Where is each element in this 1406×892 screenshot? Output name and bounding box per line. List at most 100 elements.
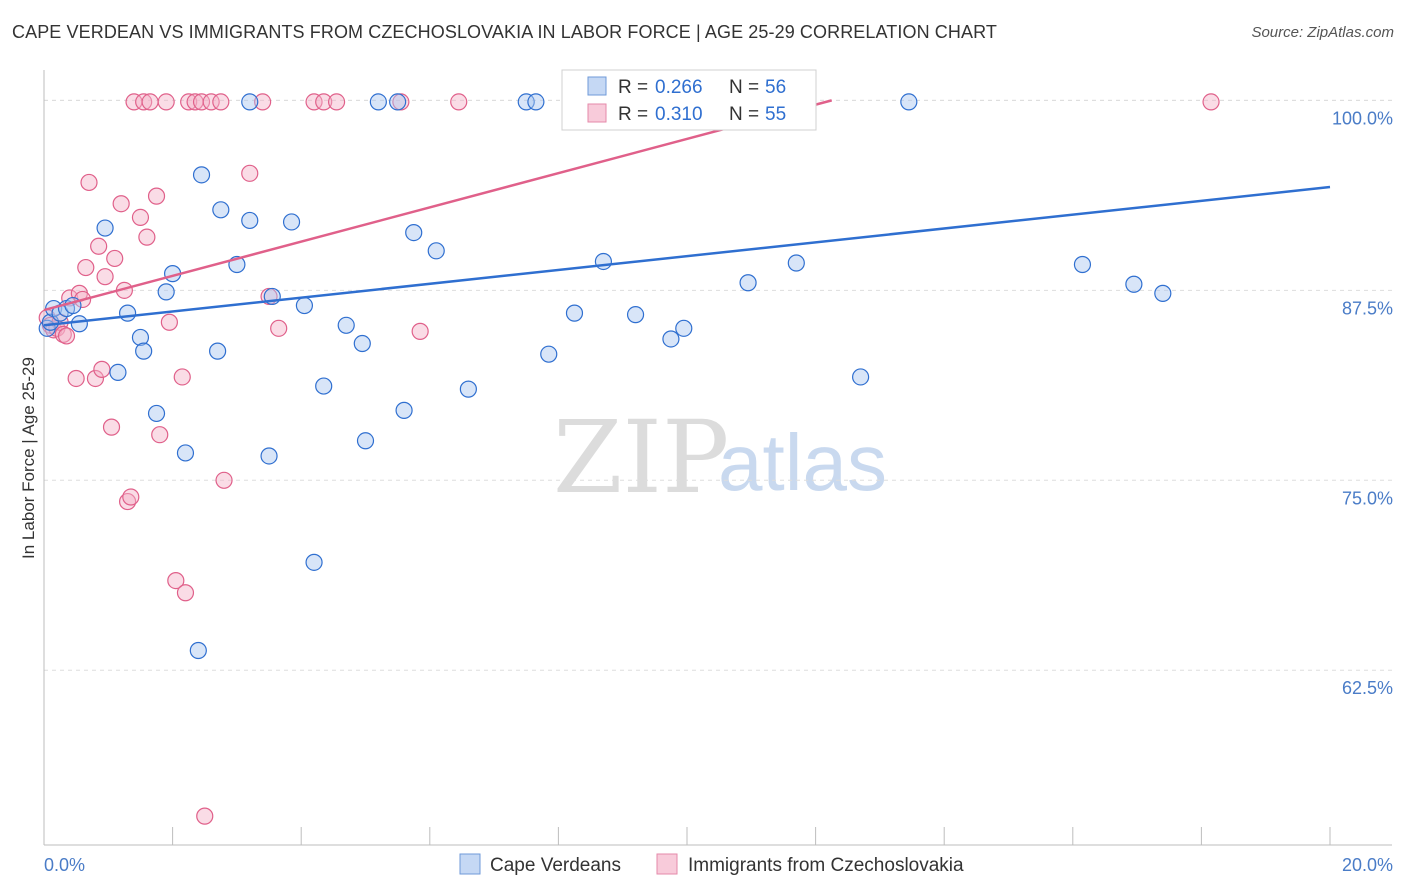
x-tick-label-max: 20.0%	[1342, 855, 1393, 875]
data-point	[109, 363, 127, 382]
gridlines	[44, 99, 1392, 671]
data-point	[90, 237, 108, 255]
data-point	[96, 219, 114, 237]
data-point	[141, 93, 159, 111]
data-point	[1154, 284, 1172, 302]
bottom-legend-label-blue: Cape Verdeans	[490, 855, 621, 876]
data-point	[212, 201, 230, 219]
data-point	[93, 360, 111, 378]
data-point	[739, 274, 757, 292]
data-point	[102, 418, 121, 436]
watermark-atlas: atlas	[718, 418, 887, 507]
data-point	[135, 93, 153, 111]
data-point	[427, 242, 445, 260]
data-point	[662, 330, 680, 348]
legend-r-label-pink: R =	[618, 104, 648, 125]
legend-n-value-pink: 55	[765, 104, 786, 125]
data-point	[135, 342, 153, 360]
data-point	[626, 306, 645, 324]
data-point	[389, 93, 407, 111]
legend-n-label-pink: N =	[729, 104, 759, 125]
data-point	[80, 173, 98, 192]
data-point	[270, 319, 288, 337]
data-point	[160, 313, 178, 331]
data-point	[241, 93, 259, 111]
series-cape-verdeans	[38, 93, 1172, 660]
data-point	[540, 345, 558, 363]
source-credit: Source: ZipAtlas.com	[1251, 24, 1394, 41]
bottom-legend-swatch-pink	[656, 853, 678, 875]
data-point	[176, 444, 195, 462]
y-tick-label: 75.0%	[1342, 488, 1393, 508]
data-point	[527, 93, 545, 111]
data-point	[260, 447, 278, 465]
data-point	[852, 368, 870, 386]
data-point	[57, 327, 76, 345]
series-immigrants-czechoslovakia	[38, 93, 1220, 825]
watermark-zip: ZIP	[553, 399, 729, 516]
chart-title: CAPE VERDEAN VS IMMIGRANTS FROM CZECHOSL…	[12, 22, 997, 42]
data-point	[157, 283, 175, 301]
data-point	[196, 807, 214, 825]
data-point	[176, 584, 195, 602]
data-point	[405, 223, 423, 242]
data-point	[900, 93, 918, 111]
data-point	[122, 488, 140, 506]
data-point	[209, 342, 227, 360]
data-point	[282, 213, 301, 231]
trend-line-czechoslovakia	[43, 99, 832, 312]
data-point	[675, 319, 693, 337]
data-point	[173, 368, 191, 386]
y-tick-label: 87.5%	[1342, 298, 1393, 318]
data-point	[106, 249, 124, 268]
axes	[43, 70, 1392, 846]
data-point	[315, 377, 333, 395]
data-point	[147, 187, 166, 205]
data-point	[157, 93, 175, 111]
data-point	[192, 93, 211, 111]
data-point	[353, 334, 371, 353]
data-point	[305, 93, 323, 111]
data-point	[77, 258, 95, 277]
data-point	[215, 471, 233, 489]
legend-swatch-blue	[587, 76, 607, 96]
x-tick-label-min: 0.0%	[44, 855, 85, 875]
data-point	[305, 553, 323, 571]
x-tick-labels: 0.0% 20.0%	[44, 855, 1393, 875]
data-point	[189, 641, 207, 660]
data-point	[450, 93, 468, 111]
data-point	[131, 328, 150, 347]
y-tick-labels: 100.0% 87.5% 75.0% 62.5%	[1332, 108, 1393, 698]
legend-r-label-blue: R =	[618, 77, 648, 98]
data-point	[369, 93, 387, 111]
data-point	[565, 304, 584, 322]
data-point	[241, 164, 259, 182]
stats-legend: R = 0.266 N = 56 R = 0.310 N = 55	[561, 69, 817, 131]
data-point	[337, 316, 355, 334]
data-point	[594, 252, 613, 271]
legend-r-value-pink: 0.310	[655, 104, 703, 125]
data-point	[395, 401, 413, 419]
data-point	[202, 93, 220, 111]
legend-n-value-blue: 56	[765, 77, 786, 98]
data-point	[131, 208, 150, 227]
data-point	[411, 322, 429, 340]
data-point	[167, 571, 185, 590]
data-point	[1073, 255, 1092, 274]
data-point	[96, 268, 114, 286]
legend-r-value-blue: 0.266	[655, 77, 703, 98]
trend-lines	[43, 99, 1331, 327]
data-point	[517, 93, 535, 111]
legend-swatch-pink	[587, 103, 607, 123]
data-point	[254, 93, 272, 111]
data-point	[459, 380, 477, 398]
data-point	[138, 228, 156, 246]
data-point	[1125, 275, 1143, 293]
legend-n-label-blue: N =	[729, 77, 759, 98]
data-point	[70, 315, 88, 333]
data-point	[151, 426, 169, 444]
y-tick-label: 62.5%	[1342, 678, 1393, 698]
data-point	[67, 369, 85, 388]
data-point	[180, 93, 198, 111]
